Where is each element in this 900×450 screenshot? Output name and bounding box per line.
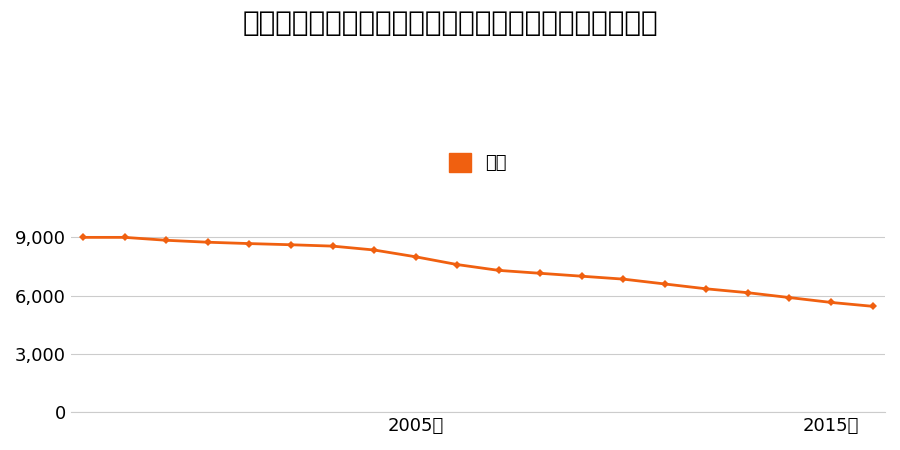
Legend: 価格: 価格	[442, 146, 514, 180]
Text: 青森県五所川原市大字漆川字鍋懸１５１番１の地価推移: 青森県五所川原市大字漆川字鍋懸１５１番１の地価推移	[242, 9, 658, 37]
